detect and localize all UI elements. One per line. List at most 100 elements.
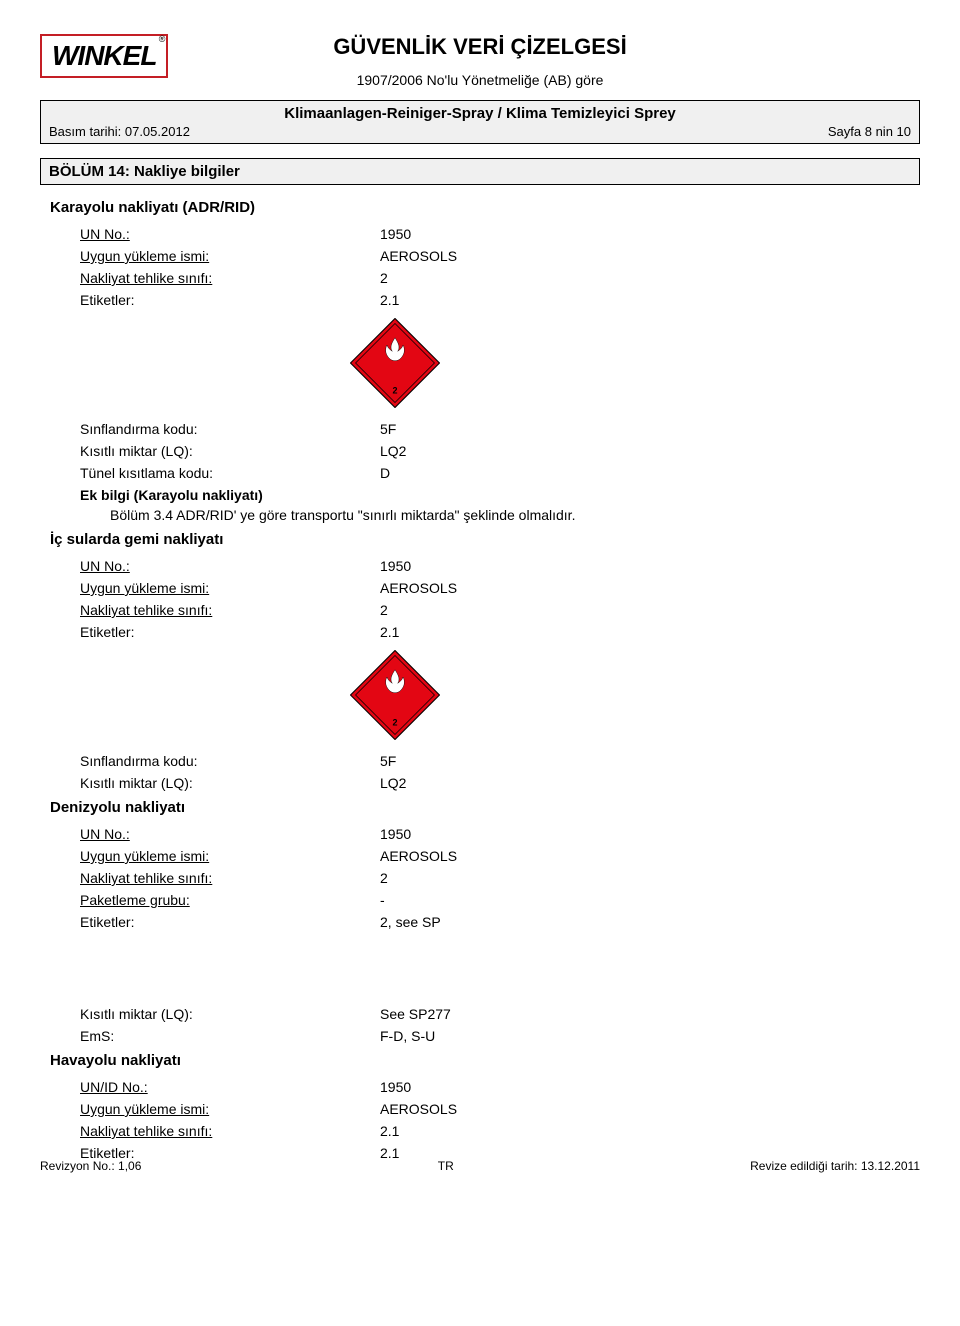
road-tunnel-row: Tünel kısıtlama kodu: D [80,465,920,481]
road-labels-label: Etiketler: [80,292,380,308]
sea-packing-group-row: Paketleme grubu: - [80,892,920,908]
product-header-box: Klimaanlagen-Reiniger-Spray / Klima Temi… [40,100,920,144]
air-un-row: UN/ID No.: 1950 [80,1079,920,1095]
sea-packing-group-value: - [380,892,385,908]
print-page-row: Basım tarihi: 07.05.2012 Sayfa 8 nin 10 [49,124,911,139]
air-shipping-label: Uygun yükleme ismi: [80,1101,380,1117]
inland-labels-row: Etiketler: 2.1 [80,624,920,640]
road-hazard-class-row: Nakliyat tehlike sınıfı: 2 [80,270,920,286]
footer-country: TR [438,1159,454,1173]
road-shipping-value: AEROSOLS [380,248,457,264]
hazard-class-number: 2 [392,718,397,728]
road-additional-text: Bölüm 3.4 ADR/RID' ye göre transportu "s… [110,507,920,523]
sea-labels-row: Etiketler: 2, see SP [80,914,920,930]
sea-shipping-value: AEROSOLS [380,848,457,864]
road-tunnel-value: D [380,465,390,481]
road-class-code-value: 5F [380,421,396,437]
road-lq-label: Kısıtlı miktar (LQ): [80,443,380,459]
sea-un-label: UN No.: [80,826,380,842]
sea-shipping-label: Uygun yükleme ismi: [80,848,380,864]
inland-lq-value: LQ2 [380,775,406,791]
road-hazard-diamond: 2 [350,318,920,411]
sea-hazard-class-row: Nakliyat tehlike sınıfı: 2 [80,870,920,886]
safety-data-sheet-page: WINKEL ® GÜVENLİK VERİ ÇİZELGESİ 1907/20… [0,0,960,1197]
inland-class-code-label: Sınflandırma kodu: [80,753,380,769]
footer-revision-no: Revizyon No.: 1,06 [40,1159,141,1173]
flammable-gas-diamond-icon: 2 [350,650,440,740]
inland-labels-label: Etiketler: [80,624,380,640]
inland-transport-block: İç sularda gemi nakliyatı UN No.: 1950 U… [50,531,920,791]
brand-logo-reg: ® [159,34,165,44]
air-un-label: UN/ID No.: [80,1079,380,1095]
road-un-row: UN No.: 1950 [80,226,920,242]
sea-labels-value: 2, see SP [380,914,441,930]
inland-hazard-class-row: Nakliyat tehlike sınıfı: 2 [80,602,920,618]
sea-labels-label: Etiketler: [80,914,380,930]
road-tunnel-label: Tünel kısıtlama kodu: [80,465,380,481]
inland-un-row: UN No.: 1950 [80,558,920,574]
road-lq-row: Kısıtlı miktar (LQ): LQ2 [80,443,920,459]
flammable-gas-diamond-icon: 2 [350,318,440,408]
road-additional-heading: Ek bilgi (Karayolu nakliyatı) [80,487,920,503]
inland-hazard-class-label: Nakliyat tehlike sınıfı: [80,602,380,618]
brand-logo-box: WINKEL ® [40,34,168,78]
section-14-header: BÖLÜM 14: Nakliye bilgiler [40,158,920,185]
page-footer: Revizyon No.: 1,06 TR Revize edildiği ta… [40,1159,920,1173]
road-un-value: 1950 [380,226,411,242]
sea-transport-block: Denizyolu nakliyatı UN No.: 1950 Uygun y… [50,799,920,1044]
inland-lq-label: Kısıtlı miktar (LQ): [80,775,380,791]
document-title: GÜVENLİK VERİ ÇİZELGESİ [40,34,920,60]
road-shipping-row: Uygun yükleme ismi: AEROSOLS [80,248,920,264]
inland-hazard-diamond: 2 [350,650,920,743]
air-hazard-class-label: Nakliyat tehlike sınıfı: [80,1123,380,1139]
inland-shipping-row: Uygun yükleme ismi: AEROSOLS [80,580,920,596]
road-hazard-class-label: Nakliyat tehlike sınıfı: [80,270,380,286]
inland-class-code-row: Sınflandırma kodu: 5F [80,753,920,769]
sea-hazard-class-label: Nakliyat tehlike sınıfı: [80,870,380,886]
road-transport-block: Karayolu nakliyatı (ADR/RID) UN No.: 195… [50,199,920,523]
inland-transport-title: İç sularda gemi nakliyatı [50,531,920,548]
sea-ems-row: EmS: F-D, S-U [80,1028,920,1044]
sea-un-value: 1950 [380,826,411,842]
hazard-class-number: 2 [392,386,397,396]
air-transport-block: Havayolu nakliyatı UN/ID No.: 1950 Uygun… [50,1052,920,1161]
sea-ems-value: F-D, S-U [380,1028,435,1044]
road-class-code-row: Sınflandırma kodu: 5F [80,421,920,437]
regulation-text: 1907/2006 No'lu Yönetmeliğe (AB) göre [40,72,920,88]
road-un-label: UN No.: [80,226,380,242]
sea-transport-title: Denizyolu nakliyatı [50,799,920,816]
air-shipping-value: AEROSOLS [380,1101,457,1117]
sea-lq-value: See SP277 [380,1006,451,1022]
inland-un-value: 1950 [380,558,411,574]
sea-un-row: UN No.: 1950 [80,826,920,842]
road-hazard-class-value: 2 [380,270,388,286]
road-shipping-label: Uygun yükleme ismi: [80,248,380,264]
road-class-code-label: Sınflandırma kodu: [80,421,380,437]
page-header: WINKEL ® GÜVENLİK VERİ ÇİZELGESİ 1907/20… [40,34,920,144]
footer-revision-date: Revize edildiği tarih: 13.12.2011 [750,1159,920,1173]
sea-hazard-class-value: 2 [380,870,388,886]
air-hazard-class-row: Nakliyat tehlike sınıfı: 2.1 [80,1123,920,1139]
sea-lq-label: Kısıtlı miktar (LQ): [80,1006,380,1022]
sea-shipping-row: Uygun yükleme ismi: AEROSOLS [80,848,920,864]
brand-logo: WINKEL ® [40,34,168,78]
road-lq-value: LQ2 [380,443,406,459]
air-un-value: 1950 [380,1079,411,1095]
sea-ems-label: EmS: [80,1028,380,1044]
road-labels-row: Etiketler: 2.1 [80,292,920,308]
sea-packing-group-label: Paketleme grubu: [80,892,380,908]
inland-labels-value: 2.1 [380,624,399,640]
product-name: Klimaanlagen-Reiniger-Spray / Klima Temi… [49,105,911,122]
road-transport-title: Karayolu nakliyatı (ADR/RID) [50,199,920,216]
page-info: Sayfa 8 nin 10 [828,124,911,139]
inland-hazard-class-value: 2 [380,602,388,618]
inland-class-code-value: 5F [380,753,396,769]
brand-logo-text: WINKEL [52,40,156,71]
air-shipping-row: Uygun yükleme ismi: AEROSOLS [80,1101,920,1117]
print-date: Basım tarihi: 07.05.2012 [49,124,190,139]
inland-lq-row: Kısıtlı miktar (LQ): LQ2 [80,775,920,791]
air-transport-title: Havayolu nakliyatı [50,1052,920,1069]
inland-un-label: UN No.: [80,558,380,574]
air-hazard-class-value: 2.1 [380,1123,399,1139]
inland-shipping-label: Uygun yükleme ismi: [80,580,380,596]
